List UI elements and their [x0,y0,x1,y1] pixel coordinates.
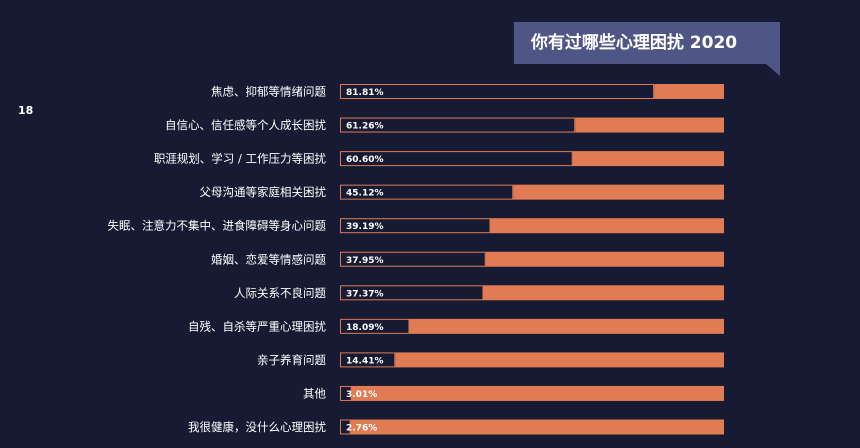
bar-value [340,151,573,167]
category-label: 失眠、注意力不集中、进食障碍等身心问题 [108,219,327,233]
category-label: 焦虑、抑郁等情绪问题 [211,85,326,99]
category-label: 自信心、信任感等个人成长困扰 [165,118,326,132]
bar-remainder [395,352,724,368]
category-label: 自残、自杀等严重心理困扰 [188,319,326,333]
bar-remainder [483,285,724,301]
category-label: 其他 [303,386,326,400]
bar-value [340,184,514,200]
bar-value [340,218,491,234]
page-number: 18 [18,104,34,117]
category-label: 职涯规划、学习 / 工作压力等困扰 [154,152,327,166]
bar-remainder [513,184,724,200]
category-label: 我很健康，没什么心理困扰 [188,420,326,434]
bar-value-label: 81.81% [346,88,384,98]
bar-remainder [350,419,724,435]
bar-value-label: 61.26% [346,122,384,132]
category-label: 婚姻、恋爱等情感问题 [211,252,326,266]
chart-title: 你有过哪些心理困扰 2020 [530,33,738,53]
bar-remainder [351,385,724,401]
category-label: 亲子养育问题 [257,353,326,367]
title-banner-shape [514,22,780,76]
chart-title-banner: 你有过哪些心理困扰 2020 [514,22,780,76]
bar-value [340,385,352,401]
bar-value-label: 37.95% [346,256,384,266]
bar-value-label: 60.60% [346,155,384,165]
bar-value [340,419,351,435]
bar-remainder [572,151,724,167]
bar-remainder [409,318,724,334]
bar-value [340,352,396,368]
bar-remainder [490,218,724,234]
bar-value [340,285,484,301]
bar-value [340,251,486,267]
bar-value-label: 3.01% [346,390,377,400]
bar-value-label: 45.12% [346,189,384,199]
bar-remainder [575,117,724,133]
bar-value [340,84,655,99]
category-label: 人际关系不良问题 [234,286,326,300]
bar-remainder [654,84,724,99]
bar-remainder [485,251,724,267]
bar-value-label: 18.09% [346,323,384,333]
bar-value [340,318,410,334]
bar-value-label: 37.37% [346,289,384,299]
bar-value-label: 39.19% [346,222,384,232]
category-label: 父母沟通等家庭相关困扰 [200,185,327,199]
bar-value [340,117,576,133]
bar-value-label: 14.41% [346,356,384,366]
bar-value-label: 2.76% [346,424,377,434]
